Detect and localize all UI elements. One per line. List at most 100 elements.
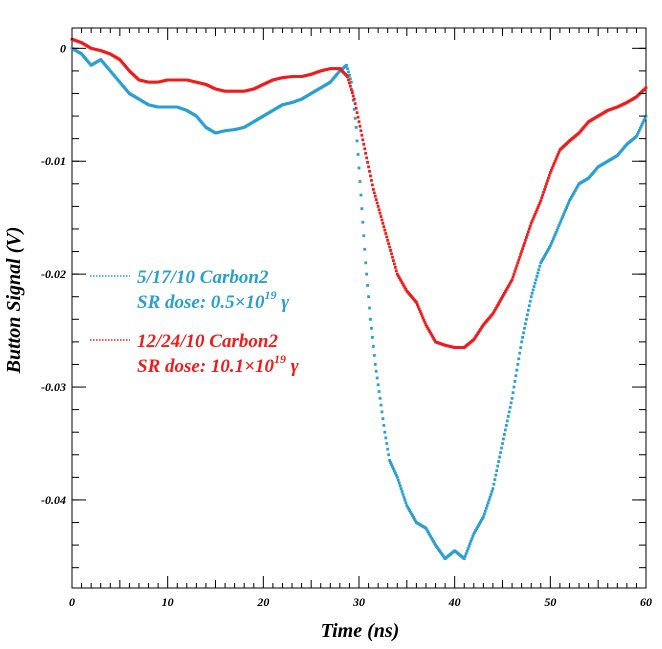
data-point xyxy=(346,67,349,71)
data-point xyxy=(509,280,513,283)
data-point xyxy=(429,535,433,539)
data-point xyxy=(430,536,434,540)
data-point xyxy=(479,520,482,524)
data-point xyxy=(394,473,398,477)
data-point xyxy=(360,207,364,211)
data-point xyxy=(495,469,499,472)
data-point xyxy=(352,97,356,101)
data-point xyxy=(470,537,474,541)
data-point xyxy=(553,159,557,163)
data-point xyxy=(366,284,370,287)
data-point xyxy=(544,185,547,189)
data-point xyxy=(543,254,546,258)
data-point xyxy=(575,185,579,189)
data-point xyxy=(402,284,406,288)
data-point xyxy=(521,247,524,251)
data-point xyxy=(348,81,351,85)
data-point xyxy=(491,487,495,491)
data-point xyxy=(555,228,559,232)
data-point xyxy=(513,269,517,273)
data-point xyxy=(547,246,551,249)
data-point xyxy=(533,212,537,216)
data-point xyxy=(465,549,469,553)
data-point xyxy=(374,369,378,373)
data-point xyxy=(379,403,383,407)
data-point xyxy=(566,203,569,207)
data-point xyxy=(574,187,578,191)
data-point xyxy=(492,482,496,486)
data-point xyxy=(390,252,393,256)
x-tick-label: 30 xyxy=(352,595,365,609)
data-point xyxy=(500,297,503,300)
data-point xyxy=(497,302,501,305)
data-point xyxy=(421,316,425,320)
data-point xyxy=(570,194,574,198)
data-point xyxy=(569,195,573,199)
legend-dose-2-exponent: 19 xyxy=(274,352,286,366)
data-point xyxy=(564,208,568,212)
data-point xyxy=(534,278,538,282)
data-point xyxy=(547,173,551,177)
data-point xyxy=(641,120,645,124)
data-point xyxy=(473,336,477,340)
data-point xyxy=(378,211,382,215)
data-point xyxy=(521,335,524,339)
data-point xyxy=(380,218,384,222)
data-point xyxy=(563,210,567,214)
data-point xyxy=(396,478,400,482)
data-point xyxy=(518,351,522,355)
data-point xyxy=(512,385,516,389)
data-point xyxy=(380,410,384,414)
data-point xyxy=(495,305,499,309)
data-point xyxy=(415,300,418,304)
data-point xyxy=(349,80,353,84)
legend-label-2: 12/24/10 Carbon2 xyxy=(137,331,278,352)
data-point xyxy=(420,314,424,318)
data-point xyxy=(571,192,575,196)
data-point xyxy=(508,281,512,285)
data-point xyxy=(528,224,532,228)
data-point xyxy=(404,501,408,505)
data-point xyxy=(371,344,375,348)
data-point xyxy=(363,247,367,251)
data-point xyxy=(360,133,364,137)
data-point xyxy=(377,208,381,212)
data-point xyxy=(405,504,409,507)
data-point xyxy=(408,509,412,513)
data-point xyxy=(409,510,413,514)
data-point xyxy=(363,147,367,151)
data-point xyxy=(348,84,352,88)
data-point xyxy=(538,264,542,268)
data-point xyxy=(362,234,366,238)
data-point xyxy=(389,249,392,252)
data-point xyxy=(507,283,511,287)
data-point xyxy=(424,526,428,530)
data-point xyxy=(501,295,504,299)
data-point xyxy=(524,322,527,326)
data-point xyxy=(373,363,377,366)
data-point xyxy=(476,525,480,529)
data-point xyxy=(396,274,400,278)
data-point xyxy=(505,286,509,290)
data-point xyxy=(528,299,532,303)
data-point xyxy=(536,206,540,209)
data-point xyxy=(557,224,561,227)
data-point xyxy=(377,390,381,393)
x-tick-label: 60 xyxy=(640,595,652,609)
data-point xyxy=(552,235,556,239)
data-point xyxy=(369,317,372,321)
data-point xyxy=(371,188,375,191)
data-point xyxy=(530,291,534,295)
data-layer xyxy=(70,37,648,561)
data-point xyxy=(379,215,383,218)
y-tick-label: 0 xyxy=(60,41,66,55)
data-point xyxy=(383,430,387,434)
data-point xyxy=(635,132,639,136)
data-point xyxy=(369,174,372,178)
data-point xyxy=(365,156,369,160)
data-point xyxy=(399,279,403,283)
data-point xyxy=(410,512,414,516)
data-point xyxy=(543,188,546,191)
data-point xyxy=(353,102,357,106)
data-point xyxy=(546,249,549,253)
